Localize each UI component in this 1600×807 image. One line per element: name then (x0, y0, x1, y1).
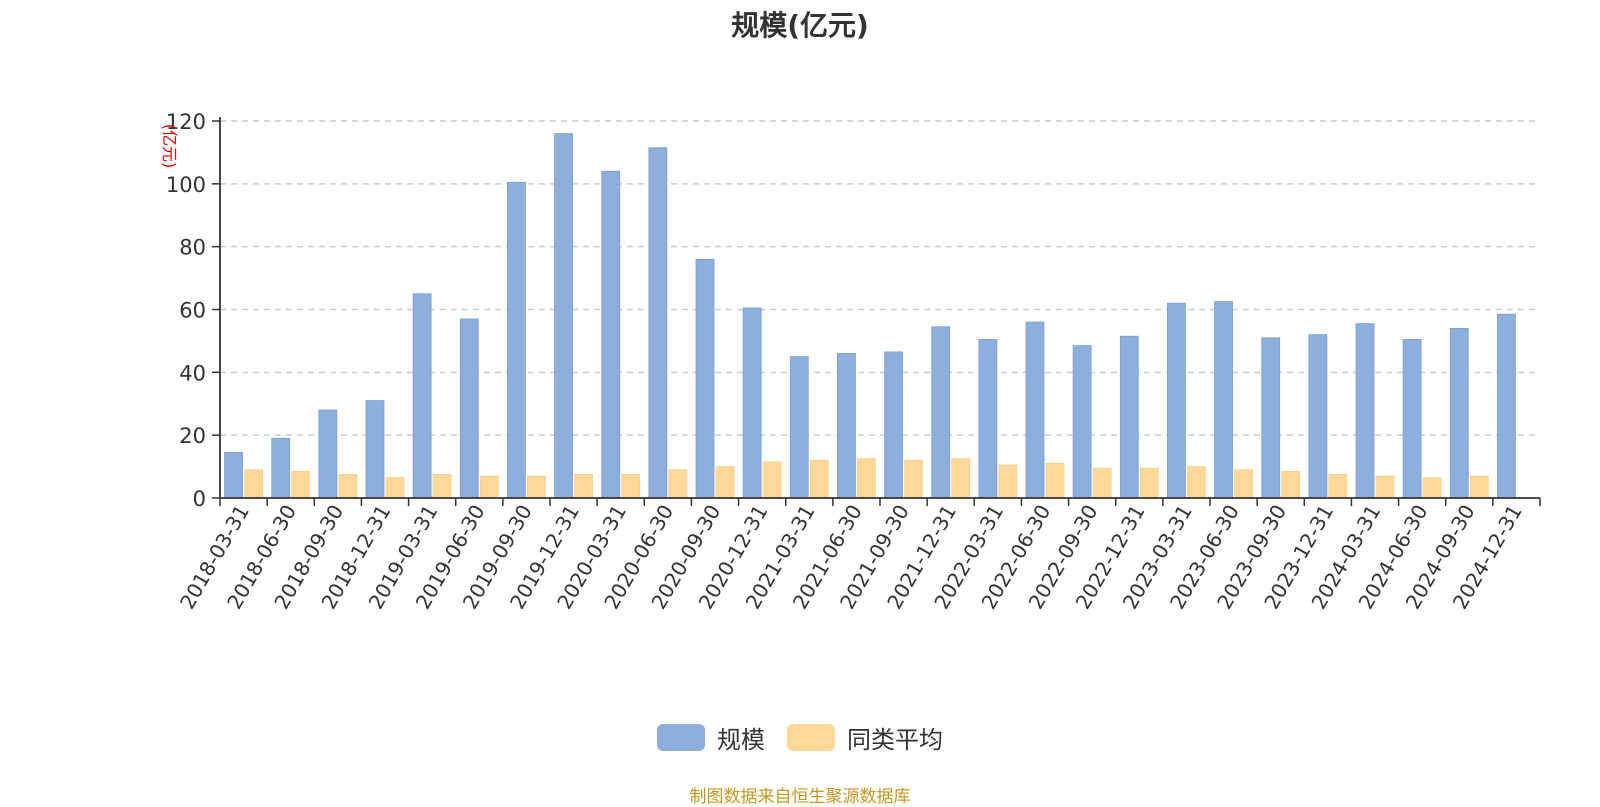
bar-scale[interactable] (1308, 334, 1328, 499)
bar-scale[interactable] (224, 452, 243, 499)
bar-scale[interactable] (884, 351, 903, 499)
bar-scale[interactable] (1449, 327, 1469, 499)
bar-peer-average[interactable] (291, 470, 311, 499)
bar-scale[interactable] (1497, 313, 1516, 499)
y-tick-label: 40 (179, 361, 206, 385)
bar-peer-average[interactable] (1328, 474, 1348, 499)
bar-scale[interactable] (1025, 321, 1045, 499)
bar-peer-average[interactable] (998, 464, 1018, 499)
grid-lines (220, 120, 1540, 436)
y-tick-label: 20 (179, 424, 206, 448)
legend-label-scale: 规模 (717, 726, 765, 754)
bar-scale[interactable] (459, 318, 479, 499)
bar-peer-average[interactable] (668, 469, 688, 499)
bar-scale[interactable] (648, 147, 668, 499)
bar-scale[interactable] (789, 356, 809, 499)
bar-scale[interactable] (1402, 338, 1422, 499)
bar-peer-average[interactable] (338, 474, 358, 499)
bar-peer-average[interactable] (385, 477, 405, 499)
bar-peer-average[interactable] (1234, 469, 1253, 499)
legend: 规模 同类平均 (0, 720, 1600, 755)
bar-peer-average[interactable] (244, 469, 263, 499)
bar-peer-average[interactable] (1187, 466, 1206, 499)
y-tick-label: 0 (193, 487, 206, 511)
bar-scale[interactable] (742, 307, 762, 499)
bar-scale[interactable] (554, 133, 573, 499)
bar-scale[interactable] (412, 293, 432, 499)
bar-peer-average[interactable] (479, 475, 499, 499)
y-tick-label: 60 (179, 299, 206, 323)
bar-scale[interactable] (1355, 323, 1375, 499)
bar-peer-average[interactable] (857, 458, 876, 499)
bar-peer-average[interactable] (1281, 470, 1301, 499)
bar-scale[interactable] (271, 437, 291, 499)
bar-peer-average[interactable] (1469, 475, 1489, 499)
bars (224, 133, 1516, 499)
source-note: 制图数据来自恒生聚源数据库 (689, 787, 911, 807)
bar-peer-average[interactable] (1139, 467, 1159, 499)
bar-peer-average[interactable] (904, 459, 923, 499)
bar-peer-average[interactable] (527, 475, 546, 499)
bar-scale[interactable] (1261, 337, 1281, 499)
bar-scale[interactable] (318, 409, 338, 499)
bar-scale[interactable] (1214, 301, 1233, 499)
bar-peer-average[interactable] (1045, 463, 1065, 499)
bar-scale[interactable] (365, 400, 385, 499)
legend-item-peer-average[interactable]: 同类平均 (787, 720, 943, 755)
chart-title: 规模(亿元) (731, 9, 869, 42)
bar-scale[interactable] (601, 170, 621, 499)
legend-swatch-scale (657, 724, 705, 751)
bar-peer-average[interactable] (715, 466, 735, 499)
bar-peer-average[interactable] (621, 474, 641, 499)
y-tick-labels: 0 20 40 60 80 100 120 (166, 110, 220, 511)
bar-peer-average[interactable] (762, 461, 782, 499)
y-unit-label: (亿元) (160, 124, 179, 169)
bar-scale[interactable] (931, 326, 951, 499)
legend-item-scale[interactable]: 规模 (657, 720, 765, 755)
y-tick-label: 100 (166, 173, 206, 197)
bar-scale[interactable] (978, 338, 998, 499)
bar-scale[interactable] (1119, 335, 1139, 499)
bar-peer-average[interactable] (432, 474, 452, 499)
bar-scale[interactable] (507, 181, 526, 499)
bar-peer-average[interactable] (1092, 467, 1112, 499)
x-tick-labels: 2018-03-312018-06-302018-09-302018-12-31… (175, 501, 1527, 614)
legend-label-peer-average: 同类平均 (847, 726, 943, 754)
bar-scale[interactable] (1167, 302, 1186, 499)
bar-peer-average[interactable] (951, 458, 971, 499)
bar-scale[interactable] (695, 258, 715, 499)
bar-peer-average[interactable] (574, 474, 593, 499)
y-tick-label: 120 (166, 110, 206, 134)
bar-peer-average[interactable] (1422, 477, 1442, 499)
legend-swatch-peer-average (787, 724, 835, 751)
bar-peer-average[interactable] (1375, 475, 1395, 499)
bar-peer-average[interactable] (809, 459, 829, 499)
bar-scale[interactable] (837, 353, 856, 499)
bar-scale[interactable] (1072, 345, 1092, 499)
y-tick-label: 80 (179, 236, 206, 260)
